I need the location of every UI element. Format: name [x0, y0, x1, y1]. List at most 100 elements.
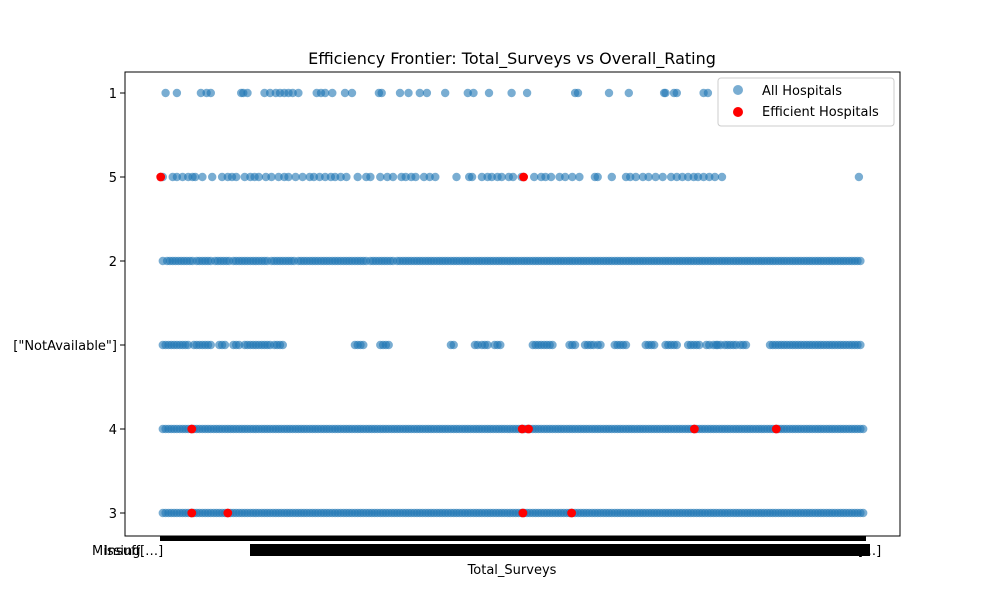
point-all-hospitals	[449, 340, 458, 350]
point-all-hospitals	[624, 88, 633, 98]
y-tick-label: 5	[109, 171, 117, 186]
point-efficient-hospital	[187, 508, 197, 518]
point-all-hospitals	[441, 88, 450, 98]
point-all-hospitals	[573, 88, 583, 98]
point-all-hospitals	[321, 88, 330, 98]
point-efficient-hospital	[518, 508, 528, 518]
point-all-hospitals	[651, 172, 660, 182]
point-all-hospitals	[530, 172, 539, 182]
point-efficient-hospital	[524, 424, 533, 434]
point-all-hospitals	[741, 340, 751, 350]
point-all-hospitals	[497, 172, 506, 182]
point-efficient-hospital	[517, 424, 527, 434]
x-tick-labels-overlapping	[250, 544, 870, 556]
legend: All Hospitals Efficient Hospitals	[717, 77, 895, 127]
point-all-hospitals	[575, 172, 584, 182]
point-all-hospitals	[548, 340, 557, 350]
point-all-hospitals	[644, 172, 653, 182]
chart-title: Efficiency Frontier: Total_Surveys vs Ov…	[308, 49, 716, 69]
point-all-hospitals	[359, 340, 368, 350]
point-all-hospitals	[672, 88, 681, 98]
point-all-hospitals	[672, 340, 681, 350]
x-ticks-dense	[160, 536, 866, 541]
point-all-hospitals	[298, 172, 307, 182]
point-all-hospitals	[191, 172, 200, 182]
point-all-hospitals	[596, 340, 605, 350]
point-all-hospitals	[161, 88, 170, 98]
point-all-hospitals	[340, 88, 350, 98]
point-all-hospitals	[469, 88, 478, 98]
series-all-hospitals	[158, 88, 868, 518]
point-all-hospitals	[284, 172, 293, 182]
point-all-hospitals	[621, 340, 631, 350]
x-tick-label-second: Insuff[…]	[104, 544, 163, 559]
point-all-hospitals	[604, 88, 614, 98]
y-tick-label: 1	[109, 87, 117, 102]
point-all-hospitals	[452, 172, 461, 182]
point-all-hospitals	[291, 172, 300, 182]
point-all-hospitals	[220, 340, 230, 350]
point-all-hospitals	[232, 172, 241, 182]
point-all-hospitals	[353, 172, 362, 182]
point-all-hospitals	[483, 340, 492, 350]
point-all-hospitals	[411, 172, 420, 182]
x-tick-label-last: […]	[858, 544, 881, 559]
legend-label-efficient: Efficient Hospitals	[762, 105, 879, 120]
point-efficient-hospital	[771, 424, 781, 434]
point-all-hospitals	[328, 88, 337, 98]
point-efficient-hospital	[156, 172, 166, 182]
point-all-hospitals	[267, 172, 276, 182]
point-all-hospitals	[404, 88, 413, 98]
y-tick-label: 3	[109, 507, 117, 522]
point-all-hospitals	[650, 340, 659, 350]
point-all-hospitals	[347, 88, 357, 98]
y-tick-label: 2	[109, 255, 117, 270]
point-all-hospitals	[243, 88, 252, 98]
point-all-hospitals	[422, 88, 432, 98]
point-all-hospitals	[507, 88, 516, 98]
point-all-hospitals	[484, 88, 494, 98]
point-all-hospitals	[859, 424, 868, 434]
point-all-hospitals	[661, 88, 670, 98]
y-axis: 3 4 ["NotAvailable"] 2 5 1	[13, 87, 125, 522]
legend-marker-efficient	[733, 107, 743, 117]
point-all-hospitals	[859, 508, 868, 518]
point-all-hospitals	[384, 340, 393, 350]
point-all-hospitals	[208, 172, 217, 182]
point-efficient-hospital	[519, 172, 528, 182]
y-tick-label: 4	[109, 423, 117, 438]
legend-label-all: All Hospitals	[762, 84, 842, 99]
point-all-hospitals	[342, 172, 351, 182]
point-all-hospitals	[856, 256, 865, 266]
plot-area	[124, 71, 901, 537]
point-all-hospitals	[703, 88, 713, 98]
point-all-hospitals	[593, 172, 602, 182]
point-all-hospitals	[395, 88, 405, 98]
point-all-hospitals	[431, 172, 440, 182]
point-all-hospitals	[658, 172, 667, 182]
point-all-hospitals	[695, 340, 704, 350]
point-all-hospitals	[377, 88, 386, 98]
x-axis-label: Total_Surveys	[467, 563, 557, 578]
point-efficient-hospital	[690, 424, 699, 434]
point-all-hospitals	[467, 172, 477, 182]
point-all-hospitals	[631, 172, 640, 182]
point-all-hospitals	[496, 340, 505, 350]
legend-box	[717, 77, 895, 127]
point-all-hospitals	[710, 172, 720, 182]
point-all-hospitals	[388, 172, 398, 182]
point-all-hospitals	[278, 340, 287, 350]
point-all-hospitals	[198, 172, 207, 182]
point-all-hospitals	[415, 88, 424, 98]
point-all-hospitals	[522, 88, 532, 98]
point-efficient-hospital	[223, 508, 233, 518]
x-tick-label-first: Missing	[92, 544, 140, 559]
point-all-hospitals	[376, 172, 385, 182]
point-all-hospitals	[717, 172, 727, 182]
point-all-hospitals	[546, 172, 556, 182]
point-all-hospitals	[561, 172, 570, 182]
point-all-hospitals	[856, 340, 865, 350]
point-all-hospitals	[570, 340, 580, 350]
